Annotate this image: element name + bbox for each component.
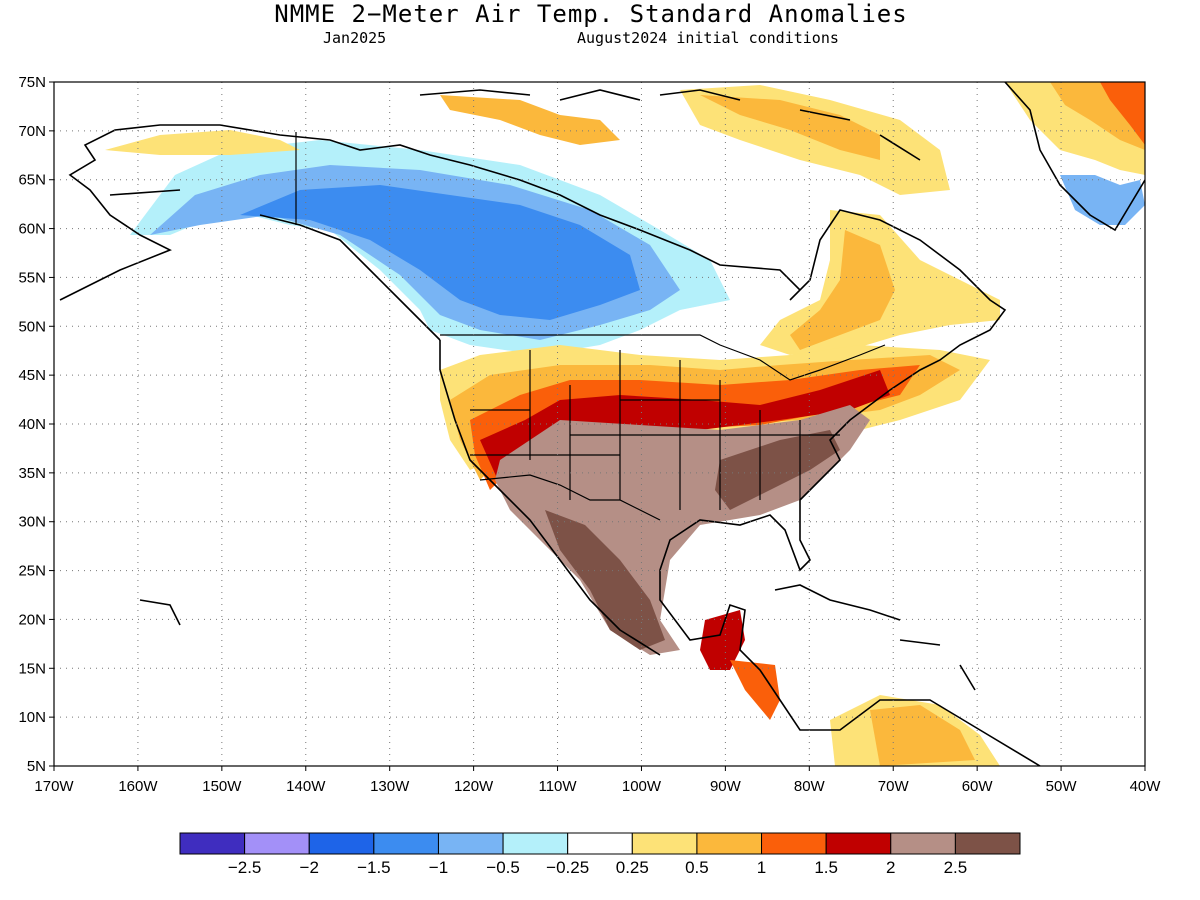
colorbar-swatch	[631, 832, 698, 855]
colorbar-swatch	[308, 832, 375, 855]
longitude-axis: 170W 160W 150W 140W 130W 120W 110W 100W 90W 80W 70…	[34, 766, 1161, 795]
colorbar-swatch	[890, 832, 956, 855]
colorbar-label: 2	[886, 858, 895, 877]
colorbar-label: −1.5	[357, 858, 391, 877]
lon-tick-label: 120W	[454, 778, 494, 795]
anomaly-region-greenland-blue	[1060, 175, 1145, 225]
lon-tick-label: 60W	[962, 778, 994, 795]
colorbar-swatch	[825, 832, 892, 855]
lon-tick-label: 110W	[538, 778, 577, 795]
colorbar-label: 2.5	[944, 858, 968, 877]
anomaly-region-arctic-islands	[440, 95, 620, 145]
lon-tick-label: 150W	[202, 778, 242, 795]
anomaly-region-quebec-orange	[790, 230, 895, 350]
colorbar-label: −1	[429, 858, 448, 877]
lat-tick-label: 70N	[18, 123, 46, 140]
forecast-month: Jan2025	[323, 29, 387, 47]
anomaly-region-arctic-yellow	[105, 130, 300, 155]
anomaly-region-blue	[240, 185, 640, 320]
lat-tick-label: 25N	[18, 563, 46, 580]
colorbar-label: −2	[300, 858, 319, 877]
lon-tick-label: 80W	[794, 778, 826, 795]
lon-tick-label: 70W	[878, 778, 910, 795]
anomaly-region-greenland-red	[1100, 82, 1145, 145]
colorbar-label: 1.5	[814, 858, 838, 877]
colorbar-swatch	[373, 832, 439, 855]
lon-tick-label: 90W	[710, 778, 742, 795]
colorbar-swatch	[954, 832, 1021, 855]
lat-tick-label: 35N	[18, 465, 46, 482]
lon-tick-label: 160W	[118, 778, 158, 795]
colorbar-swatch	[696, 832, 763, 855]
lat-tick-label: 65N	[18, 172, 46, 189]
coastlines	[59, 82, 1145, 766]
lat-tick-label: 30N	[18, 514, 46, 531]
lat-tick-label: 5N	[27, 758, 46, 775]
lon-tick-label: 100W	[622, 778, 662, 795]
graticule	[54, 82, 1145, 766]
colorbar-swatch	[437, 832, 504, 855]
colorbar-label: 0.25	[616, 858, 649, 877]
anomaly-region-south-america-orange	[870, 705, 975, 766]
anomaly-region-south-brown	[715, 430, 840, 510]
lat-tick-label: 55N	[18, 269, 46, 286]
lat-tick-label: 50N	[18, 318, 46, 335]
lon-tick-label: 130W	[370, 778, 410, 795]
colorbar-label: −0.5	[486, 858, 520, 877]
lon-tick-label: 50W	[1046, 778, 1078, 795]
initial-conditions: August2024 initial conditions	[577, 29, 839, 47]
anomaly-shading	[105, 82, 1145, 766]
lat-tick-label: 45N	[18, 367, 46, 384]
anomaly-region-baffin-orange	[700, 95, 880, 160]
lat-tick-label: 15N	[18, 660, 46, 677]
anomaly-region-central-america-red	[700, 610, 745, 670]
anomaly-region-conus-red	[480, 370, 890, 485]
colorbar-label: 1	[757, 858, 766, 877]
lat-tick-label: 75N	[18, 74, 46, 91]
lon-tick-label: 140W	[286, 778, 326, 795]
lat-tick-label: 60N	[18, 221, 46, 238]
colorbar-label: −0.25	[546, 858, 589, 877]
lat-tick-label: 20N	[18, 611, 46, 628]
anomaly-region-central-america-orange	[730, 660, 780, 720]
colorbar-label: 0.5	[685, 858, 709, 877]
map-title: NMME 2−Meter Air Temp. Standard Anomalie…	[274, 0, 908, 28]
colorbar: −2.5 −2 −1.5 −1 −0.5 −0.25 0.25 0.5 1 1.5 2 2.5	[179, 832, 1021, 877]
colorbar-swatch	[179, 832, 246, 855]
colorbar-swatch	[502, 832, 569, 855]
lat-tick-label: 40N	[18, 416, 46, 433]
lat-tick-label: 10N	[18, 709, 46, 726]
colorbar-swatch	[761, 832, 827, 855]
colorbar-swatch	[244, 832, 310, 855]
political-borders	[295, 132, 886, 521]
lon-tick-label: 40W	[1130, 778, 1162, 795]
colorbar-label: −2.5	[228, 858, 262, 877]
anomaly-region-mexico-brown	[545, 510, 665, 650]
lon-tick-label: 170W	[34, 778, 74, 795]
latitude-axis: 75N 70N 65N 60N 55N 50N 45N 40N 35N 30N 25N 20N 15N 1…	[18, 74, 54, 775]
colorbar-swatch	[567, 832, 633, 855]
